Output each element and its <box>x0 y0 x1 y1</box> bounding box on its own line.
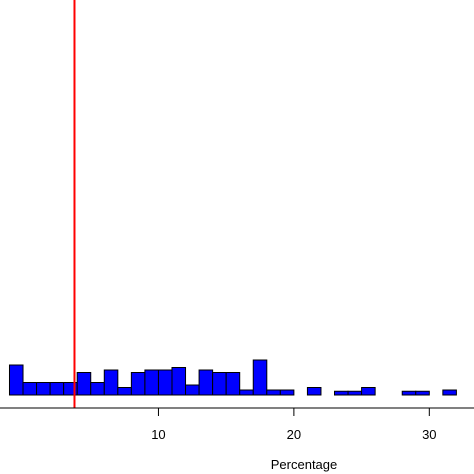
histogram-bar <box>334 390 349 396</box>
histogram-bar <box>225 372 241 396</box>
histogram-bar <box>401 390 417 396</box>
histogram-bar <box>252 359 268 396</box>
histogram-bar <box>144 369 159 396</box>
histogram-bar <box>36 382 51 396</box>
histogram-bar <box>279 389 295 396</box>
histogram-bar <box>171 367 187 396</box>
x-tick-label: 10 <box>151 427 165 442</box>
histogram-bar <box>239 389 254 396</box>
histogram-bar <box>90 382 105 396</box>
x-tick-label: 20 <box>287 427 301 442</box>
histogram-bar <box>185 384 200 396</box>
histogram-bar <box>22 382 38 396</box>
histogram-bar <box>157 369 173 396</box>
histogram-bar <box>8 364 24 396</box>
x-axis-ticks: 10 20 30 <box>151 408 437 442</box>
histogram-bar <box>49 382 65 396</box>
histogram-bar <box>361 387 376 396</box>
histogram-bar <box>415 390 430 396</box>
histogram-bar <box>306 387 322 396</box>
histogram-bar <box>130 372 146 396</box>
histogram-bar <box>117 387 132 396</box>
histogram-bar <box>198 369 214 396</box>
histogram-bar <box>347 390 363 396</box>
histogram-bars <box>8 359 457 396</box>
x-axis-label: Percentage <box>271 457 338 472</box>
histogram-bar <box>442 389 457 396</box>
histogram-bar <box>212 372 227 396</box>
x-tick-label: 30 <box>422 427 436 442</box>
histogram-bar <box>103 369 119 396</box>
histogram-bar <box>266 389 281 396</box>
histogram-bar <box>76 372 92 396</box>
